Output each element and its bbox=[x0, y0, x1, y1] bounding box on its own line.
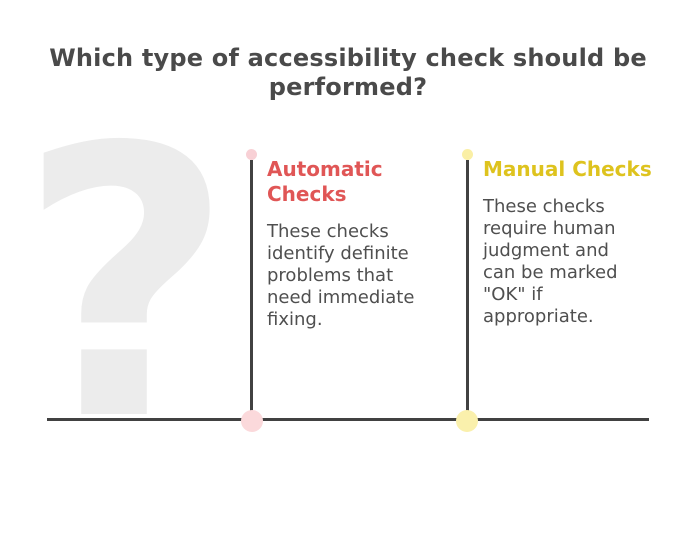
manual-bottom-dot-icon bbox=[456, 410, 478, 432]
manual-checks-description: These checks require human judgment and … bbox=[483, 196, 618, 327]
baseline-rule bbox=[47, 418, 649, 421]
manual-column-rule bbox=[466, 160, 469, 420]
slide-title: Which type of accessibility check should… bbox=[49, 44, 647, 101]
automatic-checks-description: These checks identify definite problems … bbox=[267, 221, 415, 330]
manual-checks-heading: Manual Checks bbox=[483, 157, 652, 181]
automatic-column-rule bbox=[250, 160, 253, 420]
manual-checks-column: Manual Checks These checks require human… bbox=[483, 157, 663, 328]
manual-top-dot-icon bbox=[462, 149, 473, 160]
automatic-bottom-dot-icon bbox=[241, 410, 263, 432]
automatic-checks-column: Automatic Checks These checks identify d… bbox=[267, 157, 462, 331]
automatic-checks-heading: Automatic Checks bbox=[267, 157, 383, 206]
question-mark-background: ? bbox=[18, 69, 234, 502]
automatic-top-dot-icon bbox=[246, 149, 257, 160]
